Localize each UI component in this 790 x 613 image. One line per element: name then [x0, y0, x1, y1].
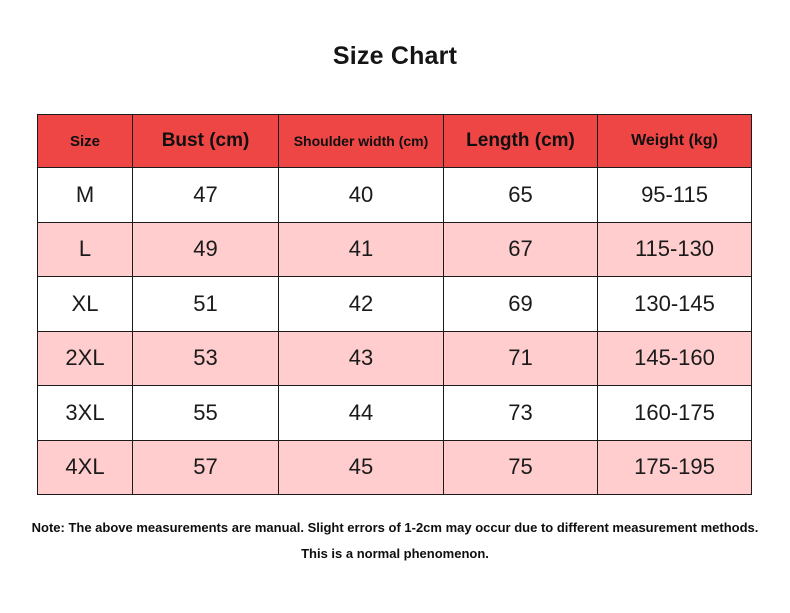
column-header-shoulder: Shoulder width (cm)	[278, 114, 444, 168]
page-title: Size Chart	[332, 42, 458, 70]
note-line-2: This is a normal phenomenon.	[301, 546, 489, 561]
size-cell: XL	[37, 276, 133, 332]
size-cell: M	[37, 167, 133, 223]
table-row-2xl: 2XL 53 43 71 145-160	[37, 330, 752, 386]
note-block: Note: The above measurements are manual.…	[0, 519, 790, 563]
weight-cell: 175-195	[597, 439, 752, 495]
length-cell: 75	[443, 439, 598, 495]
table-row-l: L 49 41 67 115-130	[37, 221, 752, 277]
bust-cell: 51	[132, 276, 279, 332]
shoulder-cell: 41	[278, 221, 444, 277]
table-row-m: M 47 40 65 95-115	[37, 167, 752, 223]
bust-cell: 47	[132, 167, 279, 223]
column-header-bust: Bust (cm)	[132, 114, 279, 168]
length-cell: 69	[443, 276, 598, 332]
table-row-xl: XL 51 42 69 130-145	[37, 276, 752, 332]
shoulder-cell: 44	[278, 385, 444, 441]
length-cell: 71	[443, 330, 598, 386]
bust-cell: 53	[132, 330, 279, 386]
length-cell: 65	[443, 167, 598, 223]
weight-cell: 115-130	[597, 221, 752, 277]
shoulder-cell: 43	[278, 330, 444, 386]
column-header-weight: Weight (kg)	[597, 114, 752, 168]
table-row-4xl: 4XL 57 45 75 175-195	[37, 439, 752, 495]
weight-cell: 130-145	[597, 276, 752, 332]
shoulder-cell: 40	[278, 167, 444, 223]
length-cell: 73	[443, 385, 598, 441]
column-header-length: Length (cm)	[443, 114, 598, 168]
note-line-1: Note: The above measurements are manual.…	[31, 520, 759, 535]
weight-cell: 145-160	[597, 330, 752, 386]
size-cell: 3XL	[37, 385, 133, 441]
bust-cell: 57	[132, 439, 279, 495]
size-cell: 4XL	[37, 439, 133, 495]
table-body: M 47 40 65 95-115 L 49 41 67 115-130 XL …	[37, 167, 752, 495]
shoulder-cell: 42	[278, 276, 444, 332]
weight-cell: 95-115	[597, 167, 752, 223]
table-header: Size Bust (cm) Shoulder width (cm) Lengt…	[37, 114, 752, 168]
size-cell: L	[37, 221, 133, 277]
column-header-size: Size	[37, 114, 133, 168]
bust-cell: 55	[132, 385, 279, 441]
shoulder-cell: 45	[278, 439, 444, 495]
length-cell: 67	[443, 221, 598, 277]
size-cell: 2XL	[37, 330, 133, 386]
bust-cell: 49	[132, 221, 279, 277]
table-row-3xl: 3XL 55 44 73 160-175	[37, 385, 752, 441]
size-chart-table: Size Bust (cm) Shoulder width (cm) Lengt…	[37, 114, 752, 495]
header-row: Size Bust (cm) Shoulder width (cm) Lengt…	[37, 114, 752, 168]
weight-cell: 160-175	[597, 385, 752, 441]
